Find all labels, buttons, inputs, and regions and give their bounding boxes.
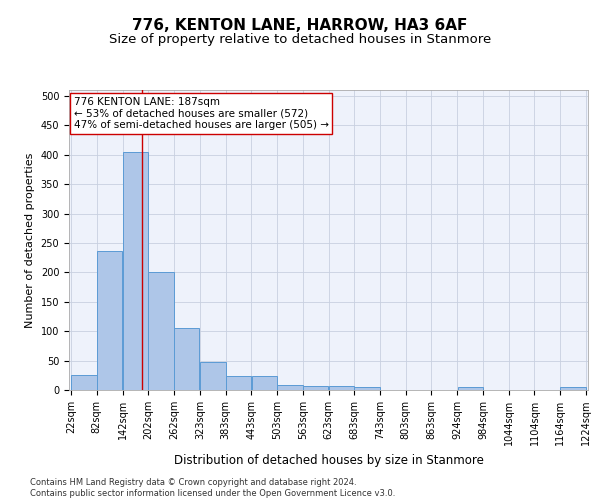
Bar [97,250,122,390]
Bar [329,386,354,390]
Bar [251,376,277,390]
Bar [458,387,483,390]
Text: Contains HM Land Registry data © Crown copyright and database right 2024.
Contai: Contains HM Land Registry data © Crown c… [30,478,395,498]
Text: Size of property relative to detached houses in Stanmore: Size of property relative to detached ho… [109,32,491,46]
Y-axis label: Number of detached properties: Number of detached properties [25,152,35,328]
Bar [123,152,148,390]
Bar [303,386,328,390]
X-axis label: Distribution of detached houses by size in Stanmore: Distribution of detached houses by size … [173,454,484,466]
Bar [355,387,380,390]
Bar [174,328,199,390]
Text: 776 KENTON LANE: 187sqm
← 53% of detached houses are smaller (572)
47% of semi-d: 776 KENTON LANE: 187sqm ← 53% of detache… [74,97,329,130]
Bar [71,376,97,390]
Bar [560,387,586,390]
Text: 776, KENTON LANE, HARROW, HA3 6AF: 776, KENTON LANE, HARROW, HA3 6AF [133,18,467,32]
Bar [277,384,302,390]
Bar [200,362,226,390]
Bar [226,376,251,390]
Bar [148,272,173,390]
